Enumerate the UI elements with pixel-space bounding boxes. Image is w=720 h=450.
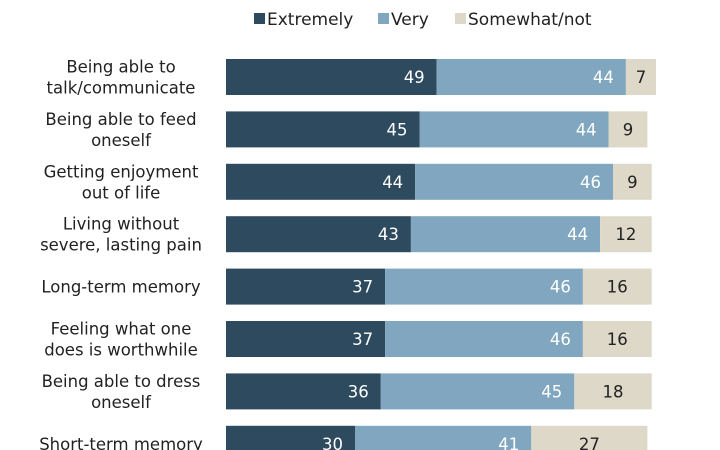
category-label: Being able to — [66, 58, 175, 77]
category-label: talk/communicate — [47, 79, 196, 98]
bar-segment-somewhat-not — [608, 111, 648, 148]
category-label: Being able to feed — [45, 110, 196, 129]
data-label: 43 — [378, 225, 399, 244]
data-label: 30 — [322, 435, 343, 450]
data-label: 16 — [607, 278, 628, 297]
category-label: oneself — [91, 131, 152, 150]
category-label: Long-term memory — [41, 278, 200, 297]
bar-segment-extremely — [226, 268, 386, 305]
bar-row: Feeling what one does is worthwhile 37 46 16 — [44, 320, 652, 360]
data-label: 37 — [352, 330, 373, 349]
data-label: 44 — [382, 173, 403, 192]
data-label: 46 — [580, 173, 601, 192]
data-label: 12 — [615, 225, 636, 244]
category-label: Living without — [63, 215, 180, 234]
bar-row: Being able to feed oneself 45 44 9 — [45, 110, 648, 150]
bar-row: Short-term memory 30 41 27 — [39, 425, 648, 450]
legend-label: Somewhat/not — [468, 10, 592, 30]
bar-segment-extremely — [226, 321, 386, 357]
data-label: 49 — [404, 68, 425, 87]
bar-segment-somewhat-not — [625, 59, 656, 95]
data-label: 44 — [576, 120, 597, 139]
bar-segment-very — [355, 425, 532, 450]
bar-row: Living without severe, lasting pain 43 44 12 — [40, 215, 652, 255]
category-label: Getting enjoyment — [44, 162, 199, 181]
bar-segment-somewhat-not — [574, 373, 652, 410]
legend-swatch-very — [378, 13, 389, 24]
legend-swatch-extremely — [254, 13, 265, 24]
bar-row: Being able to dress oneself 36 45 18 — [42, 372, 652, 412]
data-label: 27 — [579, 435, 600, 450]
data-label: 44 — [593, 68, 614, 87]
bar-row: Long-term memory 37 46 16 — [41, 268, 652, 305]
bar-segment-extremely — [226, 216, 411, 253]
category-label: oneself — [91, 393, 152, 412]
bar-segment-very — [385, 268, 583, 305]
data-label: 9 — [627, 173, 638, 192]
data-label: 16 — [607, 330, 628, 349]
category-label: Short-term memory — [39, 435, 203, 450]
bar-segment-extremely — [226, 425, 355, 450]
bar-segment-somewhat-not — [613, 163, 652, 200]
data-label: 9 — [623, 120, 634, 139]
bar-segment-extremely — [226, 59, 437, 95]
bar-segment-very — [385, 321, 583, 357]
data-label: 18 — [603, 382, 624, 401]
bar-segment-somewhat-not — [600, 216, 652, 253]
bar-segment-extremely — [226, 163, 416, 200]
legend: Extremely Very Somewhat/not — [254, 10, 592, 30]
data-label: 44 — [567, 225, 588, 244]
category-label: Feeling what one — [51, 320, 192, 339]
bar-segment-very — [410, 216, 601, 253]
data-label: 45 — [541, 382, 562, 401]
bar-segment-extremely — [226, 373, 381, 410]
data-label: 46 — [550, 330, 571, 349]
legend-label: Very — [391, 10, 429, 30]
bar-segment-somewhat-not — [582, 268, 652, 305]
category-label: severe, lasting pain — [40, 236, 202, 255]
bar-segment-very — [419, 111, 609, 148]
bar-segment-very — [380, 373, 575, 410]
bar-segment-somewhat-not — [582, 321, 652, 357]
category-label: Being able to dress — [42, 372, 201, 391]
bar-row: Getting enjoyment out of life 44 46 9 — [44, 162, 652, 202]
legend-label: Extremely — [267, 10, 353, 30]
data-label: 36 — [348, 382, 369, 401]
bar-segment-very — [436, 59, 626, 95]
bar-segment-somewhat-not — [531, 425, 648, 450]
data-label: 46 — [550, 278, 571, 297]
legend-swatch-somewhat-not — [455, 13, 466, 24]
bar-row: Being able to talk/communicate 49 44 7 — [47, 58, 656, 98]
data-label: 41 — [498, 435, 519, 450]
data-label: 37 — [352, 278, 373, 297]
data-label: 45 — [387, 120, 408, 139]
category-label: does is worthwhile — [44, 341, 198, 360]
bar-segment-very — [415, 163, 613, 200]
category-label: out of life — [82, 183, 161, 202]
bar-segment-extremely — [226, 111, 420, 148]
data-label: 7 — [636, 68, 647, 87]
